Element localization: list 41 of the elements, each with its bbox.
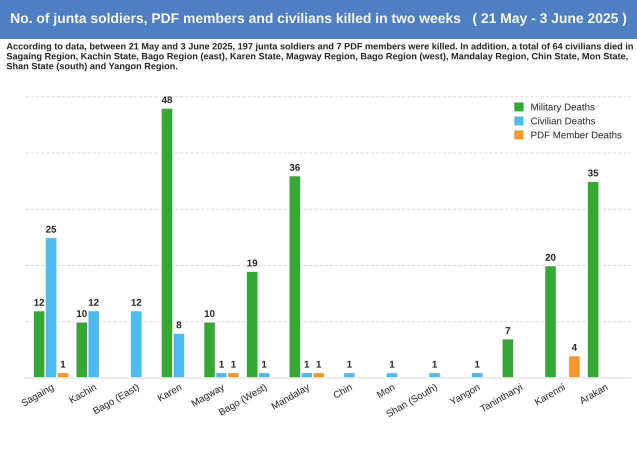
- data-label: 7: [506, 327, 510, 334]
- data-label: 36: [290, 164, 300, 171]
- bar: [501, 338, 515, 378]
- legend-label: Military Deaths: [531, 103, 595, 112]
- chart-subtitle: According to data, between 21 May and 3 June 2025, 197 junta soldiers and 7 PDF members were killed. In addition, a total of 64 civilians died in Sagaing Region, Kachin State, Bago Region (east), Karen State, Magway Region, Bago Region (west), Mandalay Region, Chin State, Mon State, Shan State (south) and Yangon Region.: [6, 42, 633, 72]
- x-tick-label: Mon: [376, 383, 396, 398]
- data-label: 4: [572, 344, 578, 351]
- data-label: 10: [76, 310, 87, 318]
- data-label: 12: [88, 298, 99, 306]
- bar: [428, 372, 442, 378]
- data-label: 1: [231, 360, 236, 368]
- chart-title: No. of junta soldiers, PDF members and civilians killed in two weeks ( 21 May - 3 June 2025 ): [11, 12, 626, 26]
- data-label: 1: [475, 360, 480, 368]
- data-label: 48: [162, 96, 172, 104]
- data-label: 1: [219, 360, 224, 368]
- data-label: 8: [176, 321, 182, 328]
- bar: [385, 372, 399, 378]
- x-tick-label: Karen: [157, 383, 182, 402]
- data-label: 1: [432, 360, 438, 368]
- data-label: 19: [247, 260, 258, 266]
- bar: [586, 180, 600, 378]
- data-label: 1: [304, 360, 310, 368]
- legend-label: PDF Member Deaths: [531, 131, 622, 138]
- legend-label: Civilian Deaths: [531, 117, 596, 124]
- bar: [342, 372, 356, 378]
- bar: [568, 354, 582, 378]
- data-label: 12: [131, 298, 142, 306]
- data-label: 25: [46, 226, 56, 233]
- data-label: 1: [60, 360, 66, 368]
- data-label: 1: [262, 360, 267, 368]
- x-tick-label: Chin: [332, 383, 352, 399]
- data-label: 20: [545, 254, 556, 261]
- bar: [130, 310, 143, 378]
- data-label: 1: [347, 360, 352, 368]
- data-label: 35: [588, 170, 598, 176]
- bar: [470, 372, 484, 378]
- data-label: 1: [316, 360, 322, 368]
- bar: [544, 264, 558, 378]
- data-label: 12: [34, 298, 44, 306]
- data-label: 1: [390, 360, 394, 368]
- data-label: 10: [204, 310, 215, 318]
